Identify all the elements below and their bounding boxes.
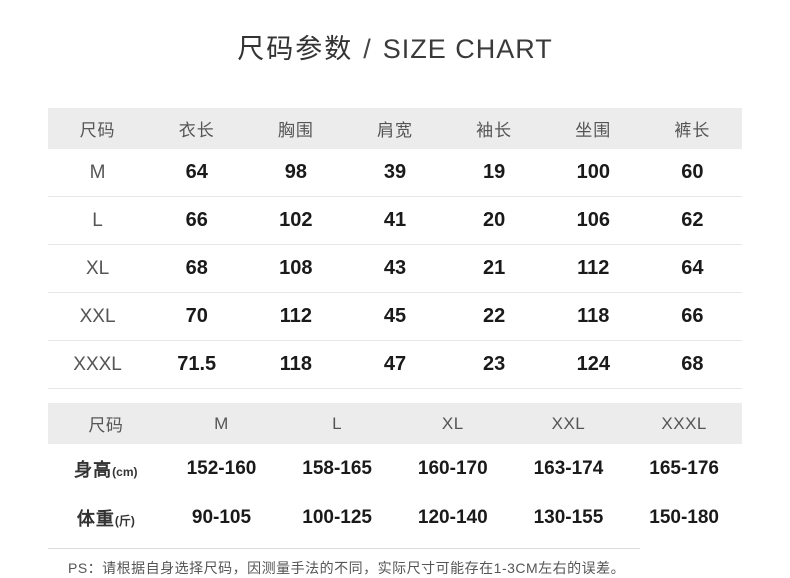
value-cell: 68 <box>681 353 704 375</box>
header-cell-size: 尺码 <box>48 108 148 149</box>
value-cell: 124 <box>576 353 610 375</box>
range-cell: 150-180 <box>649 506 719 528</box>
header-cell-size-m: M <box>163 403 280 444</box>
size-cell: M <box>89 161 106 183</box>
range-cell: 152-160 <box>186 457 257 479</box>
range-cell: 163-174 <box>533 457 604 479</box>
header-cell-size-xxl: XXL <box>510 403 627 444</box>
value-cell: 100 <box>576 161 610 183</box>
value-cell: 112 <box>577 257 610 279</box>
range-cell: 158-165 <box>302 457 372 479</box>
value-cell: 41 <box>383 209 407 231</box>
value-cell: 19 <box>483 161 506 183</box>
value-cell: 68 <box>185 257 208 279</box>
value-cell: 70 <box>185 305 208 327</box>
table-row-weight: 体重(斤) 90-105 100-125 120-140 130-155 150… <box>48 493 742 542</box>
row-label-unit: (斤) <box>114 513 135 528</box>
header-cell-size-xxxl: XXXL <box>626 403 742 444</box>
table-row-l: L 66 102 41 20 106 62 <box>48 197 742 245</box>
value-cell: 106 <box>576 209 610 231</box>
value-cell: 43 <box>383 257 407 279</box>
size-cell: XXXL <box>73 353 122 375</box>
value-cell: 62 <box>681 209 704 231</box>
header-cell-size-l: L <box>279 403 395 444</box>
value-cell: 23 <box>483 353 506 375</box>
value-cell: 22 <box>483 305 506 327</box>
row-label-height: 身高(cm) <box>48 444 164 493</box>
header-cell-pants: 裤长 <box>642 108 742 149</box>
row-label-text: 身高 <box>74 459 113 480</box>
header-cell-chest: 胸围 <box>246 108 346 149</box>
value-cell: 66 <box>185 209 208 231</box>
range-cell: 120-140 <box>417 506 488 528</box>
header-cell-shoulder: 肩宽 <box>345 108 445 149</box>
page-title: 尺码参数 / SIZE CHART <box>48 0 742 68</box>
value-cell: 21 <box>483 257 506 279</box>
range-cell: 90-105 <box>191 506 252 528</box>
header-cell-size-xl: XL <box>394 403 511 444</box>
header-cell-sleeve: 袖长 <box>444 108 544 149</box>
value-cell: 45 <box>383 305 407 327</box>
header-cell-hip: 坐围 <box>543 108 643 149</box>
size-table-header-row: 尺码 衣长 胸围 肩宽 袖长 坐围 裤长 <box>48 108 742 149</box>
table-row-height: 身高(cm) 152-160 158-165 160-170 163-174 1… <box>48 444 742 493</box>
page-title-zh: 尺码参数 <box>237 34 354 64</box>
value-cell: 39 <box>383 161 407 183</box>
footnote-text: PS：请根据自身选择尺码，因测量手法的不同，实际尺寸可能存在1-3CM左右的误差… <box>68 560 626 576</box>
header-cell-length: 衣长 <box>147 108 247 149</box>
height-weight-table: 尺码 M L XL XXL XXXL 身高(cm) 152-160 158-16… <box>48 403 742 542</box>
header-cell-size: 尺码 <box>48 403 164 444</box>
range-cell: 100-125 <box>302 506 372 528</box>
value-cell: 108 <box>279 257 313 279</box>
value-cell: 64 <box>681 257 704 279</box>
value-cell: 118 <box>577 305 610 327</box>
range-cell: 160-170 <box>417 457 488 479</box>
row-label-unit: (cm) <box>112 464 138 479</box>
size-cell: L <box>92 209 103 231</box>
range-cell: 130-155 <box>533 506 604 528</box>
table-row-xxxl: XXXL 71.5 118 47 23 124 68 <box>48 341 742 389</box>
row-label-weight: 体重(斤) <box>48 493 164 542</box>
fit-table-header-row: 尺码 M L XL XXL XXXL <box>48 403 742 444</box>
value-cell: 47 <box>383 353 407 375</box>
value-cell: 20 <box>483 209 506 231</box>
page-title-en: SIZE CHART <box>382 34 553 64</box>
value-cell: 64 <box>185 161 208 183</box>
footnote-divider: PS：请根据自身选择尺码，因测量手法的不同，实际尺寸可能存在1-3CM左右的误差… <box>48 548 640 578</box>
table-row-xxl: XXL 70 112 45 22 118 66 <box>48 293 742 341</box>
value-cell: 102 <box>279 209 313 231</box>
value-cell: 98 <box>284 161 307 183</box>
table-row-xl: XL 68 108 43 21 112 64 <box>48 245 742 293</box>
row-label-text: 体重 <box>76 508 115 529</box>
value-cell: 118 <box>279 353 312 375</box>
range-cell: 165-176 <box>649 457 719 479</box>
size-cell: XXL <box>79 305 116 327</box>
value-cell: 112 <box>279 305 312 327</box>
size-measurements-table: 尺码 衣长 胸围 肩宽 袖长 坐围 裤长 M 64 98 39 19 100 6… <box>48 108 742 389</box>
value-cell: 71.5 <box>177 353 217 375</box>
title-separator: / <box>363 34 373 64</box>
table-row-m: M 64 98 39 19 100 60 <box>48 149 742 197</box>
value-cell: 66 <box>681 305 704 327</box>
size-cell: XL <box>85 257 110 279</box>
value-cell: 60 <box>681 161 704 183</box>
